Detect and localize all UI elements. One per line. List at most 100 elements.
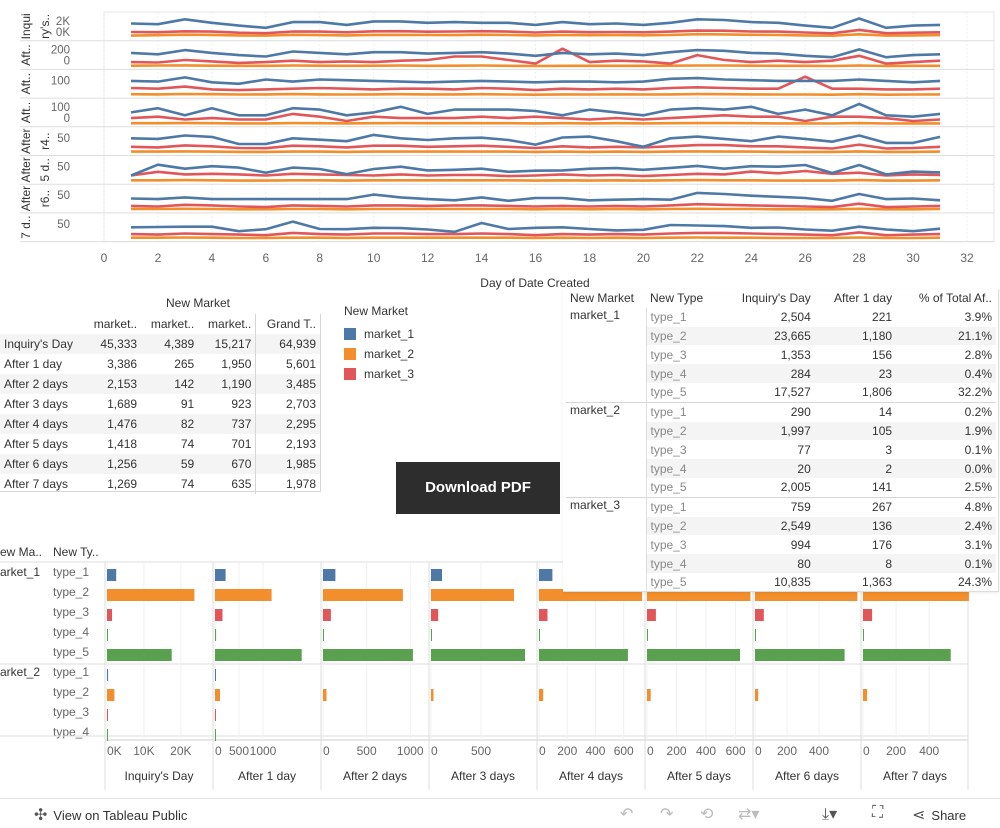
detail-cell-pct: 24.3%: [896, 573, 996, 592]
series-line-market_2[interactable]: [131, 238, 940, 239]
panel-label: Aft..: [19, 73, 33, 94]
detail-col-header[interactable]: Inquiry's Day: [720, 289, 815, 308]
bar-market_1-type_3[interactable]: [323, 609, 331, 621]
bar-market_2-type_2[interactable]: [431, 689, 434, 701]
bar-x-tick-label: 400: [696, 744, 716, 758]
bar-market-label: arket_1: [0, 565, 40, 579]
detail-cell-inquiry: 2,549: [720, 517, 815, 536]
bar-market_1-type_4[interactable]: [323, 629, 324, 641]
bar-market_2-type_1[interactable]: [107, 669, 108, 681]
detail-col-header[interactable]: % of Total Af..: [896, 289, 996, 308]
series-line-market_2[interactable]: [131, 180, 940, 181]
detail-market-spacer: [566, 459, 646, 478]
summary-col-header[interactable]: market..: [84, 314, 141, 334]
bar-market_2-type_4[interactable]: [107, 729, 108, 741]
bar-col-header-market[interactable]: ew Ma..: [0, 545, 42, 559]
bar-market_2-type_3[interactable]: [107, 709, 108, 721]
summary-col-header[interactable]: market..: [141, 314, 198, 334]
bar-market_2-type_2[interactable]: [863, 689, 867, 701]
legend-item[interactable]: market_1: [344, 324, 414, 344]
bar-market_1-type_4[interactable]: [107, 629, 108, 641]
bar-market_1-type_4[interactable]: [755, 629, 756, 641]
bar-market_1-type_5[interactable]: [539, 649, 628, 661]
undo-icon[interactable]: ↶: [620, 804, 633, 824]
bar-market_1-type_3[interactable]: [647, 609, 656, 621]
bar-market_1-type_1[interactable]: [323, 569, 335, 581]
bar-market_1-type_5[interactable]: [107, 649, 172, 661]
refresh-icon[interactable]: ⇄▾: [738, 804, 759, 824]
bar-market_1-type_2[interactable]: [323, 589, 403, 601]
series-line-market_2[interactable]: [131, 65, 940, 66]
bar-market_2-type_2[interactable]: [647, 689, 651, 701]
bar-market_1-type_4[interactable]: [431, 629, 432, 641]
bar-market_1-type_2[interactable]: [107, 589, 194, 601]
bar-market_1-type_3[interactable]: [539, 609, 548, 621]
bar-market_2-type_2[interactable]: [755, 689, 758, 701]
detail-type-label: type_2: [646, 327, 720, 346]
bar-market_2-type_2[interactable]: [539, 689, 543, 701]
detail-col-header[interactable]: New Type: [646, 289, 720, 308]
bar-market_1-type_2[interactable]: [215, 589, 272, 601]
bar-market_1-type_4[interactable]: [647, 629, 648, 641]
bar-market_2-type_4[interactable]: [215, 729, 216, 741]
bar-market_1-type_5[interactable]: [323, 649, 413, 661]
share-icon: ⋖: [912, 805, 925, 825]
series-line-market_1[interactable]: [131, 222, 940, 232]
series-line-market_2[interactable]: [131, 151, 940, 152]
detail-col-header[interactable]: New Market: [566, 289, 646, 308]
summary-cell: 1,190: [198, 374, 256, 394]
bar-market_2-type_2[interactable]: [323, 689, 327, 701]
detail-cell-inquiry: 20: [720, 459, 815, 478]
legend-item[interactable]: market_2: [344, 344, 414, 364]
series-line-market_1[interactable]: [131, 193, 940, 201]
bar-market_1-type_1[interactable]: [107, 569, 116, 581]
series-line-market_1[interactable]: [131, 19, 940, 28]
bar-market_1-type_5[interactable]: [215, 649, 302, 661]
bar-market_2-type_3[interactable]: [215, 709, 216, 721]
detail-cell-after1: 156: [815, 345, 896, 364]
bar-market_1-type_4[interactable]: [863, 629, 864, 641]
revert-icon[interactable]: ⟲: [700, 804, 713, 824]
summary-col-header[interactable]: market..: [198, 314, 256, 334]
bar-market_2-type_1[interactable]: [215, 669, 216, 681]
view-on-tableau-public-link[interactable]: ✣ View on Tableau Public: [34, 805, 187, 825]
bar-market_1-type_3[interactable]: [107, 609, 112, 621]
series-line-market_2[interactable]: [131, 209, 940, 210]
divider: [0, 491, 321, 492]
bar-market_1-type_1[interactable]: [431, 569, 442, 581]
bar-market_1-type_5[interactable]: [647, 649, 740, 661]
bar-x-tick-label: 200: [557, 744, 577, 758]
bar-market_1-type_3[interactable]: [215, 609, 223, 621]
detail-col-header[interactable]: After 1 day: [815, 289, 896, 308]
summary-col-header[interactable]: Grand T..: [256, 314, 320, 334]
series-line-market_2[interactable]: [131, 94, 940, 95]
legend-item[interactable]: market_3: [344, 364, 414, 384]
download-pdf-button[interactable]: Download PDF: [396, 462, 560, 514]
share-button[interactable]: ⋖ Share: [912, 805, 966, 825]
bar-market_1-type_3[interactable]: [755, 609, 764, 621]
download-icon[interactable]: ⤓▾: [822, 804, 837, 824]
bar-market_1-type_4[interactable]: [539, 629, 540, 641]
bar-market_1-type_3[interactable]: [863, 609, 872, 621]
series-line-market_2[interactable]: [131, 34, 940, 36]
bar-market_2-type_2[interactable]: [215, 689, 220, 701]
bar-market_1-type_4[interactable]: [215, 629, 216, 641]
detail-cell-pct: 3.9%: [896, 308, 996, 327]
bar-market_1-type_5[interactable]: [863, 649, 951, 661]
bar-market_1-type_1[interactable]: [215, 569, 226, 581]
series-line-market_3[interactable]: [131, 30, 940, 33]
fullscreen-icon[interactable]: ⛶: [872, 804, 883, 822]
bar-col-header-type[interactable]: New Ty..: [53, 545, 99, 559]
bar-market_1-type_5[interactable]: [431, 649, 525, 661]
bar-market_2-type_2[interactable]: [107, 689, 114, 701]
bar-market_1-type_1[interactable]: [539, 569, 552, 581]
bar-market_1-type_3[interactable]: [431, 609, 438, 621]
bar-market_1-type_5[interactable]: [755, 649, 845, 661]
detail-type-label: type_1: [646, 402, 720, 421]
bar-market_1-type_2[interactable]: [431, 589, 514, 601]
redo-icon[interactable]: ↷: [660, 804, 673, 824]
summary-row-label: After 2 days: [0, 374, 84, 394]
legend-title: New Market: [344, 304, 414, 318]
bar-x-tick-label: 600: [726, 744, 746, 758]
detail-cell-inquiry: 80: [720, 554, 815, 573]
